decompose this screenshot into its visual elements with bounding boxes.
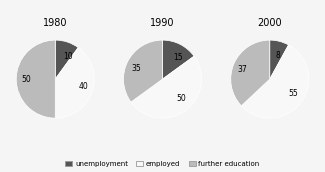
Text: 40: 40 [78,82,88,91]
Text: 35: 35 [131,64,141,73]
Wedge shape [270,40,289,79]
Text: 55: 55 [289,89,299,98]
Title: 1980: 1980 [43,18,68,28]
Text: 15: 15 [174,53,183,62]
Wedge shape [241,45,309,118]
Legend: unemployment, employed, further education: unemployment, employed, further educatio… [64,160,261,169]
Title: 2000: 2000 [257,18,282,28]
Text: 8: 8 [276,51,280,60]
Text: 37: 37 [238,65,248,74]
Wedge shape [55,40,78,79]
Wedge shape [162,40,194,79]
Text: 50: 50 [177,94,187,103]
Wedge shape [124,40,162,102]
Text: 50: 50 [21,75,31,84]
Title: 1990: 1990 [150,18,175,28]
Wedge shape [131,56,202,118]
Wedge shape [16,40,55,118]
Wedge shape [55,48,94,118]
Wedge shape [231,40,270,106]
Text: 10: 10 [63,52,72,61]
